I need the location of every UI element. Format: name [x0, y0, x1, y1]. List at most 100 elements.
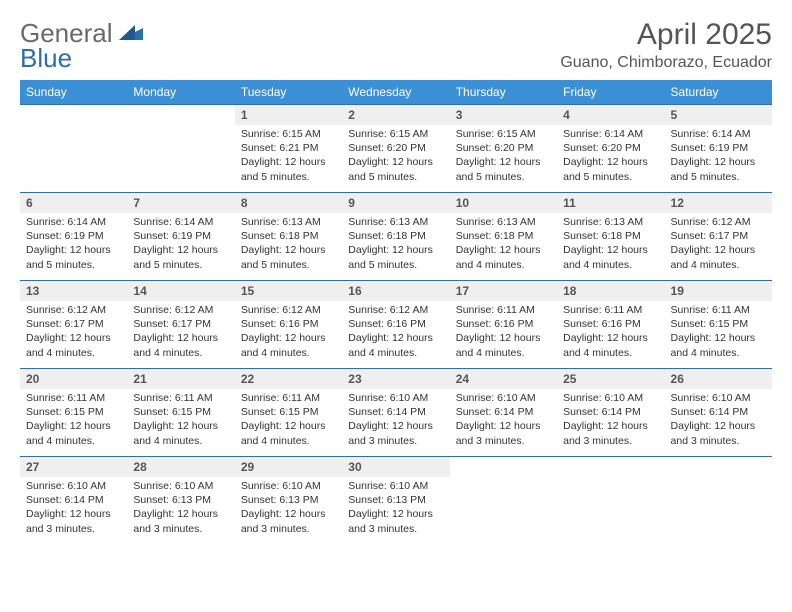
sunrise-text: Sunrise: 6:11 AM [26, 391, 121, 405]
daylight-text: Daylight: 12 hours and 3 minutes. [671, 419, 766, 447]
daylight-text: Daylight: 12 hours and 3 minutes. [563, 419, 658, 447]
day-details: Sunrise: 6:13 AMSunset: 6:18 PMDaylight:… [235, 213, 342, 276]
sunset-text: Sunset: 6:18 PM [563, 229, 658, 243]
sunrise-text: Sunrise: 6:11 AM [241, 391, 336, 405]
calendar-cell: 29Sunrise: 6:10 AMSunset: 6:13 PMDayligh… [235, 456, 342, 544]
location: Guano, Chimborazo, Ecuador [560, 54, 772, 72]
day-details: Sunrise: 6:10 AMSunset: 6:13 PMDaylight:… [235, 477, 342, 540]
day-details: Sunrise: 6:10 AMSunset: 6:14 PMDaylight:… [665, 389, 772, 452]
daylight-text: Daylight: 12 hours and 3 minutes. [26, 507, 121, 535]
daylight-text: Daylight: 12 hours and 4 minutes. [241, 419, 336, 447]
sunset-text: Sunset: 6:16 PM [348, 317, 443, 331]
day-number [20, 104, 127, 125]
calendar-cell: 21Sunrise: 6:11 AMSunset: 6:15 PMDayligh… [127, 368, 234, 456]
sunset-text: Sunset: 6:15 PM [26, 405, 121, 419]
day-number: 26 [665, 368, 772, 389]
calendar-week-row: 1Sunrise: 6:15 AMSunset: 6:21 PMDaylight… [20, 104, 772, 192]
day-details [557, 477, 664, 483]
daylight-text: Daylight: 12 hours and 4 minutes. [241, 331, 336, 359]
daylight-text: Daylight: 12 hours and 4 minutes. [563, 243, 658, 271]
day-details [450, 477, 557, 483]
sunrise-text: Sunrise: 6:15 AM [241, 127, 336, 141]
calendar-table: SundayMondayTuesdayWednesdayThursdayFrid… [20, 80, 772, 544]
day-header: Friday [557, 80, 664, 104]
day-number: 18 [557, 280, 664, 301]
day-header: Sunday [20, 80, 127, 104]
calendar-cell: 7Sunrise: 6:14 AMSunset: 6:19 PMDaylight… [127, 192, 234, 280]
daylight-text: Daylight: 12 hours and 4 minutes. [671, 243, 766, 271]
sunrise-text: Sunrise: 6:14 AM [133, 215, 228, 229]
day-details: Sunrise: 6:10 AMSunset: 6:14 PMDaylight:… [557, 389, 664, 452]
day-number: 9 [342, 192, 449, 213]
day-number: 2 [342, 104, 449, 125]
sunrise-text: Sunrise: 6:10 AM [133, 479, 228, 493]
day-number: 16 [342, 280, 449, 301]
sunrise-text: Sunrise: 6:10 AM [348, 391, 443, 405]
sunrise-text: Sunrise: 6:13 AM [348, 215, 443, 229]
daylight-text: Daylight: 12 hours and 5 minutes. [563, 155, 658, 183]
calendar-cell [127, 104, 234, 192]
daylight-text: Daylight: 12 hours and 4 minutes. [456, 243, 551, 271]
sunrise-text: Sunrise: 6:14 AM [26, 215, 121, 229]
calendar-cell: 14Sunrise: 6:12 AMSunset: 6:17 PMDayligh… [127, 280, 234, 368]
day-number: 12 [665, 192, 772, 213]
day-details: Sunrise: 6:12 AMSunset: 6:17 PMDaylight:… [20, 301, 127, 364]
day-number: 19 [665, 280, 772, 301]
sunrise-text: Sunrise: 6:13 AM [563, 215, 658, 229]
calendar-cell: 4Sunrise: 6:14 AMSunset: 6:20 PMDaylight… [557, 104, 664, 192]
calendar-cell: 26Sunrise: 6:10 AMSunset: 6:14 PMDayligh… [665, 368, 772, 456]
sunrise-text: Sunrise: 6:13 AM [241, 215, 336, 229]
sunset-text: Sunset: 6:14 PM [348, 405, 443, 419]
sunset-text: Sunset: 6:19 PM [26, 229, 121, 243]
day-number: 14 [127, 280, 234, 301]
calendar-cell: 10Sunrise: 6:13 AMSunset: 6:18 PMDayligh… [450, 192, 557, 280]
day-details: Sunrise: 6:13 AMSunset: 6:18 PMDaylight:… [557, 213, 664, 276]
daylight-text: Daylight: 12 hours and 4 minutes. [26, 419, 121, 447]
day-details [127, 125, 234, 131]
calendar-cell: 18Sunrise: 6:11 AMSunset: 6:16 PMDayligh… [557, 280, 664, 368]
daylight-text: Daylight: 12 hours and 5 minutes. [241, 243, 336, 271]
calendar-cell: 5Sunrise: 6:14 AMSunset: 6:19 PMDaylight… [665, 104, 772, 192]
day-details: Sunrise: 6:12 AMSunset: 6:17 PMDaylight:… [127, 301, 234, 364]
day-number: 23 [342, 368, 449, 389]
daylight-text: Daylight: 12 hours and 5 minutes. [348, 243, 443, 271]
day-details: Sunrise: 6:14 AMSunset: 6:19 PMDaylight:… [20, 213, 127, 276]
sunrise-text: Sunrise: 6:12 AM [26, 303, 121, 317]
day-details: Sunrise: 6:11 AMSunset: 6:15 PMDaylight:… [665, 301, 772, 364]
day-number: 27 [20, 456, 127, 477]
month-title: April 2025 [560, 18, 772, 52]
calendar-cell [665, 456, 772, 544]
daylight-text: Daylight: 12 hours and 4 minutes. [456, 331, 551, 359]
calendar-cell: 20 Sunrise: 6:11 AMSunset: 6:15 PMDayligh… [20, 368, 127, 456]
sunset-text: Sunset: 6:14 PM [671, 405, 766, 419]
logo: GeneralBlue [20, 18, 145, 74]
day-number: 20 [20, 368, 127, 389]
daylight-text: Daylight: 12 hours and 4 minutes. [133, 419, 228, 447]
day-details: Sunrise: 6:12 AMSunset: 6:17 PMDaylight:… [665, 213, 772, 276]
calendar-cell [20, 104, 127, 192]
day-number: 3 [450, 104, 557, 125]
daylight-text: Daylight: 12 hours and 4 minutes. [348, 331, 443, 359]
calendar-cell: 2Sunrise: 6:15 AMSunset: 6:20 PMDaylight… [342, 104, 449, 192]
day-header: Thursday [450, 80, 557, 104]
day-number: 24 [450, 368, 557, 389]
sunset-text: Sunset: 6:20 PM [348, 141, 443, 155]
daylight-text: Daylight: 12 hours and 5 minutes. [133, 243, 228, 271]
sunrise-text: Sunrise: 6:11 AM [563, 303, 658, 317]
sunrise-text: Sunrise: 6:10 AM [26, 479, 121, 493]
sunrise-text: Sunrise: 6:10 AM [241, 479, 336, 493]
day-details: Sunrise: 6:13 AMSunset: 6:18 PMDaylight:… [342, 213, 449, 276]
day-number: 1 [235, 104, 342, 125]
sunset-text: Sunset: 6:14 PM [26, 493, 121, 507]
day-number: 5 [665, 104, 772, 125]
logo-text-b: Blue [20, 43, 72, 73]
sunset-text: Sunset: 6:17 PM [671, 229, 766, 243]
daylight-text: Daylight: 12 hours and 3 minutes. [456, 419, 551, 447]
sunset-text: Sunset: 6:20 PM [456, 141, 551, 155]
day-number: 4 [557, 104, 664, 125]
calendar-cell: 6Sunrise: 6:14 AMSunset: 6:19 PMDaylight… [20, 192, 127, 280]
day-details: Sunrise: 6:14 AMSunset: 6:19 PMDaylight:… [665, 125, 772, 188]
sunrise-text: Sunrise: 6:15 AM [348, 127, 443, 141]
calendar-week-row: 20Sunrise: 6:11 AMSunset: 6:15 PMDayligh… [20, 368, 772, 456]
calendar-header-row: SundayMondayTuesdayWednesdayThursdayFrid… [20, 80, 772, 104]
